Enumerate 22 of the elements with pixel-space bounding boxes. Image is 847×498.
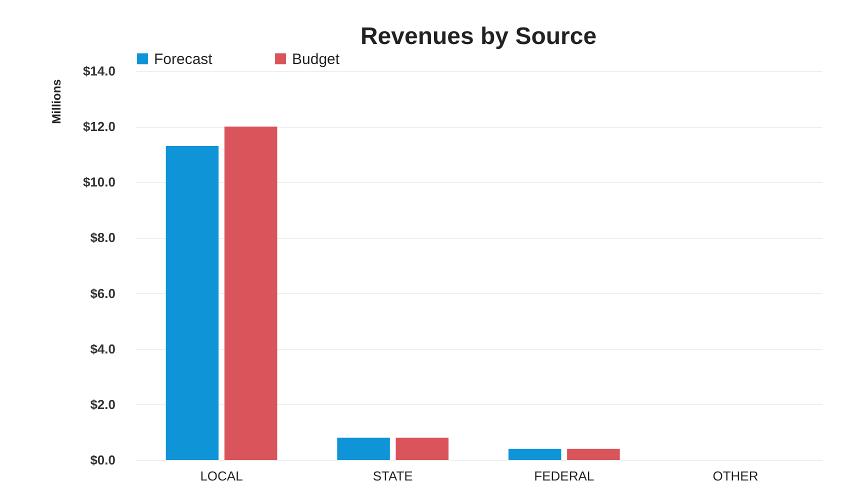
x-tick-label: OTHER	[712, 468, 758, 484]
x-tick-label: LOCAL	[200, 468, 243, 484]
bar	[508, 448, 562, 460]
y-tick-label: $14.0	[82, 64, 116, 78]
x-tick-label: STATE	[372, 468, 414, 484]
y-tick-label: $4.0	[90, 341, 116, 356]
y-tick-label: $10.0	[82, 174, 116, 190]
y-tick-label: $0.0	[90, 452, 116, 468]
y-tick-label: $8.0	[90, 230, 116, 246]
y-axis-title: Millions	[50, 78, 64, 124]
x-tick-label: FEDERAL	[534, 468, 594, 484]
chart-title: Revenues by Source	[360, 23, 597, 50]
legend-label: Budget	[292, 50, 340, 68]
bar	[337, 438, 390, 460]
y-tick-label: $2.0	[90, 396, 116, 412]
y-tick-label: $6.0	[90, 286, 116, 301]
bar	[224, 126, 278, 460]
bar	[567, 448, 620, 460]
y-tick-label: $12.0	[82, 119, 116, 134]
bar	[396, 438, 449, 460]
legend-label: Forecast	[154, 50, 214, 68]
bar	[166, 146, 219, 460]
